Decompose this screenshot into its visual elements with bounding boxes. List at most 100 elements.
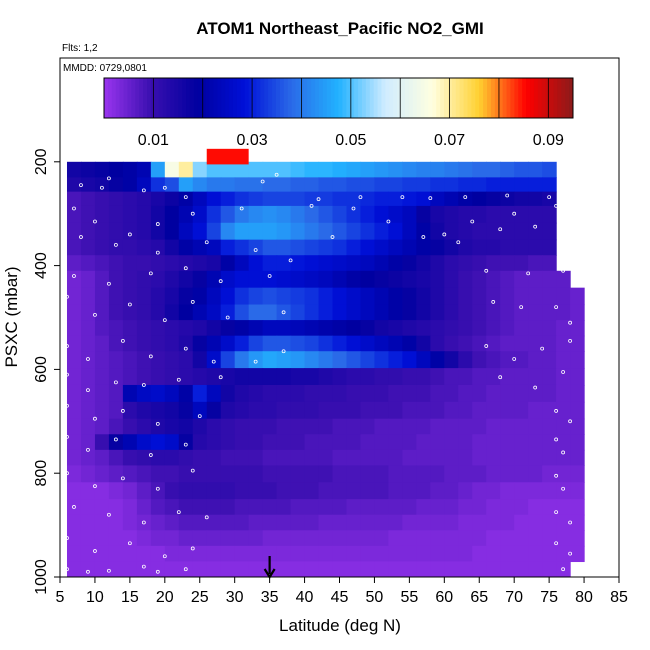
heatmap-cell (136, 449, 152, 467)
heatmap-cell (206, 514, 222, 531)
colorbar-swatch (229, 78, 234, 118)
colorbar-swatch (444, 78, 449, 118)
heatmap-cell (150, 287, 166, 306)
heatmap-cell (108, 368, 124, 386)
heatmap-cell (388, 384, 403, 403)
observation-point (114, 437, 118, 442)
observation-point (114, 380, 118, 385)
heatmap-cell (80, 530, 96, 547)
heatmap-cell (542, 239, 557, 256)
heatmap-cell (206, 287, 222, 306)
observation-point (148, 453, 153, 457)
heatmap-cell (248, 545, 264, 563)
heatmap-cell (528, 434, 543, 451)
observation-point (65, 536, 69, 540)
heatmap-cell (486, 304, 501, 321)
heatmap-cell (122, 530, 138, 547)
heatmap-cell (514, 449, 529, 467)
heatmap-cell (528, 449, 543, 467)
heatmap-cell (388, 514, 403, 531)
heatmap-cell (248, 465, 264, 483)
heatmap-cell (514, 401, 529, 420)
heatmap-cell (430, 287, 445, 306)
heatmap-cell (416, 465, 431, 483)
heatmap-cell (570, 287, 585, 306)
colorbar-swatch (193, 78, 199, 118)
heatmap-cell (66, 304, 82, 321)
colorbar-swatch (358, 78, 363, 118)
heatmap-cell (150, 482, 166, 500)
colorbar-swatch (479, 78, 484, 118)
heatmap-cell (122, 482, 138, 500)
heatmap-cell (346, 499, 362, 516)
heatmap-cell (80, 239, 96, 256)
heatmap-cell (528, 335, 543, 352)
colorbar-swatch (557, 78, 562, 118)
heatmap-cell (458, 304, 473, 321)
heatmap-cell (500, 335, 515, 352)
observation-point (127, 232, 132, 237)
colorbar: 0.01 0.03 0.05 0.07 0.09 (103, 77, 574, 149)
heatmap-cell (164, 335, 180, 352)
heatmap-cell (80, 335, 96, 352)
heatmap-cell (290, 304, 306, 321)
observation-point (176, 377, 181, 382)
heatmap-cell (178, 514, 194, 531)
heatmap-cell (570, 434, 585, 451)
colorbar-swatch (326, 78, 332, 118)
date-note: MMDD: 0729,0801 (63, 63, 147, 74)
heatmap-cell (514, 368, 529, 386)
heatmap-cell (304, 320, 320, 337)
heatmap-cell (66, 335, 82, 352)
heatmap-cell (150, 191, 166, 207)
heatmap-cell (276, 320, 292, 337)
heatmap-cell (136, 335, 152, 352)
observation-point (533, 385, 538, 390)
heatmap-cell (136, 482, 152, 500)
colorbar-swatch (447, 78, 453, 118)
heatmap-cell (262, 351, 278, 369)
heatmap-cell (290, 335, 306, 352)
heatmap-cell (360, 177, 376, 193)
heatmap-cell (192, 434, 208, 451)
colorbar-swatch (209, 78, 214, 118)
x-tick-label: 35 (261, 589, 279, 606)
heatmap-cell (108, 205, 124, 224)
heatmap-cell (66, 384, 82, 403)
heatmap-cell (206, 191, 222, 207)
heatmap-cell (486, 320, 501, 337)
heatmap-cell (262, 320, 278, 337)
heatmap-cell (108, 449, 124, 467)
heatmap-cell (150, 561, 166, 577)
observation-point (107, 512, 111, 517)
heatmap-cell (556, 561, 571, 577)
heatmap-cell (360, 320, 376, 337)
observation-point (183, 442, 188, 447)
heatmap-cell (514, 514, 529, 531)
heatmap-cell (150, 499, 166, 516)
heatmap-cell (416, 351, 431, 369)
colorbar-swatch (264, 78, 269, 118)
heatmap-cell (304, 384, 320, 403)
observation-point (162, 554, 167, 559)
heatmap-cell (164, 222, 180, 241)
colorbar-swatch (236, 78, 242, 118)
heatmap-cell (206, 482, 222, 500)
heatmap-cell (402, 205, 417, 224)
heatmap-cell (220, 561, 236, 577)
heatmap-cell (360, 530, 376, 547)
heatmap-cell (360, 255, 376, 272)
heatmap-cell (94, 434, 110, 451)
heatmap-cell (500, 177, 515, 193)
heatmap-cell (290, 161, 306, 178)
heatmap-cell (318, 161, 334, 178)
observation-point (561, 242, 565, 247)
heatmap-cell (220, 449, 236, 467)
heatmap-cell (500, 499, 515, 516)
heatmap-cell (528, 320, 543, 337)
heatmap-cell (458, 177, 473, 193)
heatmap-cell (514, 434, 529, 451)
heatmap-cell (290, 351, 306, 369)
heatmap-cell (262, 418, 278, 435)
observation-point (484, 344, 489, 348)
